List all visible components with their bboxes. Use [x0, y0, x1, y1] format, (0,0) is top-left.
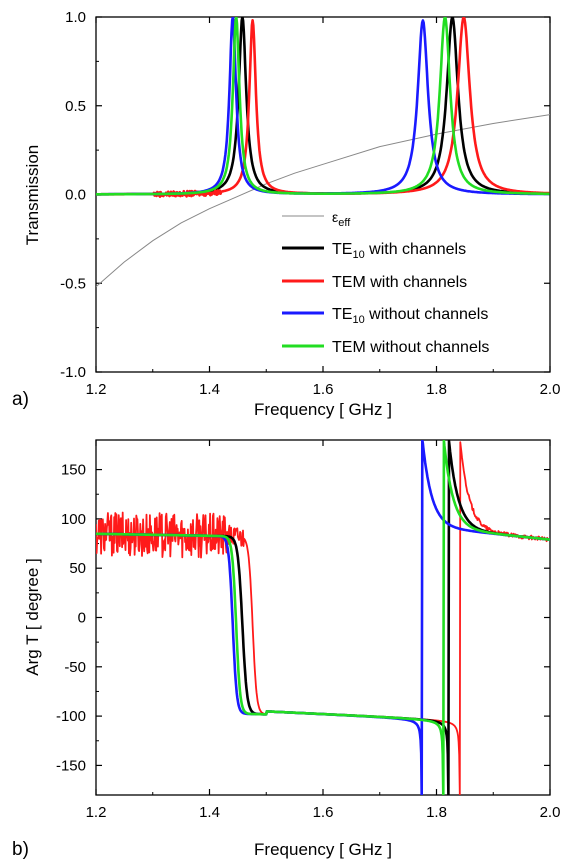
legend-label-main: TE — [332, 306, 352, 323]
series-line — [96, 440, 550, 795]
legend-label: TEM without channels — [332, 339, 489, 356]
y-tick-label: 0.5 — [65, 98, 86, 115]
y-tick-label: 0.0 — [65, 187, 86, 204]
panel-a-transmission-chart: 1.2 1.4 1.6 1.8 2.0 -1.0 -0.5 0.0 0.5 1.0 Frequenc… — [12, 9, 560, 419]
x-tick-label: 1.2 — [86, 804, 107, 821]
x-tick-label: 1.2 — [86, 381, 107, 398]
x-tick-label: 2.0 — [540, 381, 561, 398]
legend-label: TEM with channels — [332, 274, 467, 291]
x-tick-label: 1.8 — [426, 381, 447, 398]
plot-area — [96, 440, 550, 795]
legend-label-main: TEM with channels — [332, 274, 467, 291]
x-tick-label: 1.6 — [313, 381, 334, 398]
panel-b-phase-chart: 1.2 1.4 1.6 1.8 2.0 -150 -100 -50 0 50 100 150 Frequ… — [12, 439, 561, 860]
legend-label-sub: 10 — [352, 249, 364, 261]
y-tick-label: -100 — [56, 708, 86, 725]
plot-area — [96, 17, 550, 288]
legend-label-rest: with channels — [365, 241, 466, 258]
legend-label-main: TE — [332, 241, 352, 258]
series-line — [96, 440, 550, 795]
series-line — [96, 440, 550, 795]
x-tick-label: 1.8 — [426, 804, 447, 821]
series-line-eps-eff — [96, 114, 550, 288]
x-axis-label: Frequency [ GHz ] — [254, 840, 392, 859]
x-tick-label: 2.0 — [540, 804, 561, 821]
panel-label: b) — [12, 839, 29, 860]
x-tick-label: 1.4 — [199, 804, 220, 821]
y-tick-label: 0 — [78, 610, 86, 627]
y-tick-label: 1.0 — [65, 9, 86, 26]
plot-frame — [95, 439, 551, 796]
legend-label-rest: without channels — [365, 306, 489, 323]
series-line — [96, 441, 550, 795]
x-tick-label: 1.4 — [199, 381, 220, 398]
y-tick-label: 150 — [61, 462, 86, 479]
y-tick-label: -50 — [64, 659, 86, 676]
legend-label-main: TEM without channels — [332, 339, 489, 356]
y-tick-label: 100 — [61, 511, 86, 528]
y-tick-label: 50 — [69, 560, 86, 577]
y-tick-label: -0.5 — [60, 275, 86, 292]
y-tick-label: -1.0 — [60, 364, 86, 381]
series-line — [96, 17, 550, 196]
panel-label: a) — [12, 389, 29, 410]
legend-label: εeff — [332, 209, 351, 229]
legend-label-main: ε — [332, 209, 338, 225]
y-axis-label: Arg T [ degree ] — [23, 558, 42, 676]
legend-label-sub: eff — [338, 217, 351, 229]
y-tick-label: -150 — [56, 757, 86, 774]
x-axis-label: Frequency [ GHz ] — [254, 400, 392, 419]
legend-label: TE10 with channels — [332, 241, 466, 261]
legend-label-sub: 10 — [352, 314, 364, 326]
legend-label: TE10 without channels — [332, 306, 488, 326]
series-line — [96, 17, 550, 198]
y-axis-label: Transmission — [23, 145, 42, 245]
x-tick-label: 1.6 — [313, 804, 334, 821]
